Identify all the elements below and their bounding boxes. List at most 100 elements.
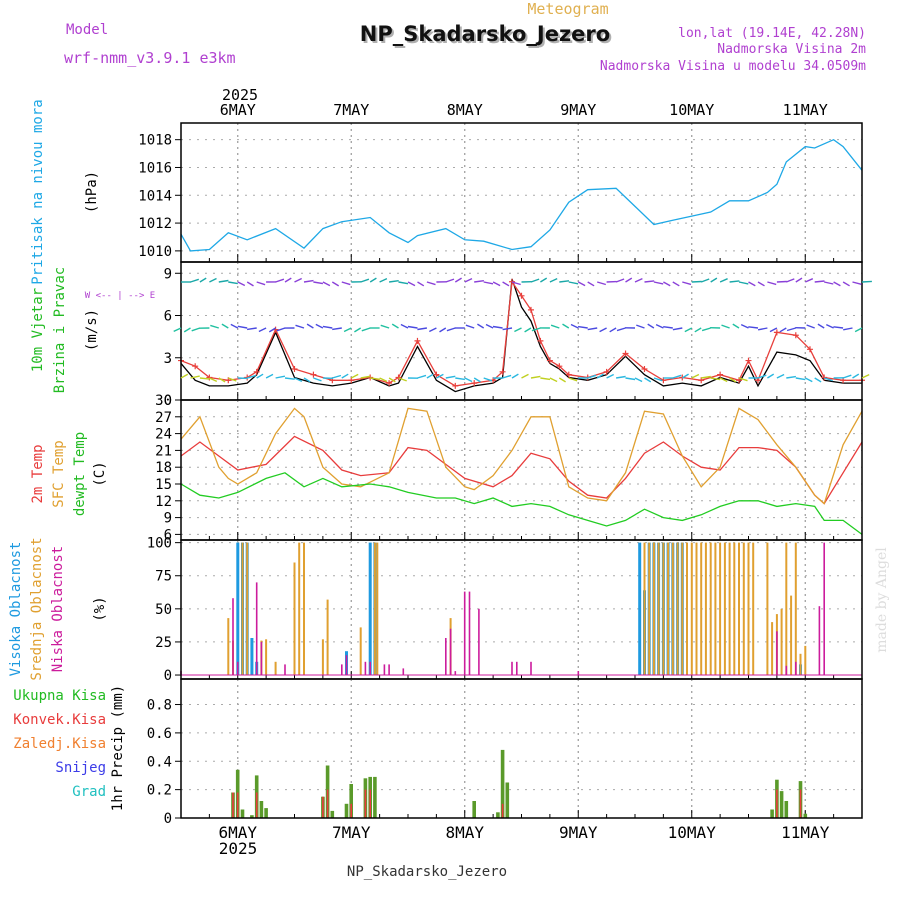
y-tick-label: 1010 <box>138 244 172 260</box>
bar-srednja-oblacnost <box>709 542 712 675</box>
wind-arrow <box>842 374 852 379</box>
wind-arrow <box>379 277 388 283</box>
bar-srednja-oblacnost <box>742 542 745 675</box>
wind-arrow <box>492 325 503 329</box>
wind-marker <box>821 374 828 381</box>
bar-srednja-oblacnost <box>671 542 674 675</box>
wind-arrow <box>445 375 456 379</box>
y-tick-label: 18 <box>155 460 172 476</box>
wind-marker <box>537 337 544 344</box>
y-tick-label: 27 <box>155 410 172 426</box>
precip-legend-hail: Grad <box>72 784 106 800</box>
bar-srednja-oblacnost <box>785 542 788 675</box>
bar-konvek-kisa <box>501 803 504 818</box>
wind-arrow <box>776 373 785 379</box>
wind-marker <box>698 377 705 384</box>
top-day-label: 8MAY <box>447 101 483 119</box>
bottom-day-label: 11MAY <box>781 823 830 842</box>
wind-arrow <box>814 377 822 383</box>
wind-arrow <box>306 323 314 329</box>
bar-srednja-oblacnost <box>359 627 362 676</box>
wind-arrow <box>606 373 615 379</box>
bar-ukupna-kisa <box>349 784 353 818</box>
top-day-label: 9MAY <box>560 101 596 119</box>
bar-srednja-oblacnost <box>246 542 249 675</box>
location-lonlat: lon,lat (19.14E, 42.28N) <box>678 26 866 41</box>
y-tick-label: 0.6 <box>147 726 172 742</box>
bar-srednja-oblacnost <box>700 542 703 675</box>
watermark: made by Angel <box>874 547 890 653</box>
wind-arrow <box>417 374 427 379</box>
wind-arrow <box>473 377 481 383</box>
bar-srednja-oblacnost <box>676 542 679 675</box>
wind-arrow <box>221 323 229 329</box>
bar-srednja-oblacnost <box>804 645 807 675</box>
y-tick-label: 0.8 <box>147 698 172 714</box>
bar-srednja-oblacnost <box>752 542 755 675</box>
wind-arrow <box>615 278 625 283</box>
wind-arrow <box>303 377 311 383</box>
wind-arrow <box>824 281 834 285</box>
wind-arrow <box>511 373 519 379</box>
y-tick-label: 50 <box>155 602 172 618</box>
wind-arrow <box>436 373 444 379</box>
wind-arrow <box>597 281 606 286</box>
bar-niska-oblacnost <box>468 591 471 675</box>
wind-arrow <box>817 323 825 329</box>
series-line-pritisak-na-nivou-mora <box>180 138 863 252</box>
wind-marker <box>603 368 610 375</box>
bar-srednja-oblacnost <box>265 639 268 675</box>
y-tick-label: 0 <box>164 811 172 827</box>
bar-srednja-oblacnost <box>686 542 688 675</box>
y-tick-label: 0.4 <box>147 754 172 770</box>
wind-arrow <box>757 281 765 287</box>
wind-arrow <box>465 324 475 329</box>
wind-arrow <box>615 375 626 379</box>
footer-station: NP_Skadarsko_Jezero <box>347 864 507 880</box>
station-elevation: Nadmorska Visina 2m <box>717 42 866 57</box>
wind-arrow <box>521 373 529 379</box>
wind-arrow <box>354 327 362 333</box>
bar-ukupna-kisa <box>505 782 510 818</box>
bar-ukupna-kisa <box>330 810 335 818</box>
bar-srednja-oblacnost <box>227 618 230 675</box>
bar-ukupna-kisa <box>264 808 268 818</box>
wind-arrow <box>636 324 645 329</box>
y-tick-label: 6 <box>164 527 172 543</box>
wind-arrow <box>779 327 787 333</box>
wind-arrow <box>361 327 371 332</box>
wind-marker <box>395 374 402 381</box>
wind-arrow <box>719 278 728 283</box>
y-tick-label: 1016 <box>138 160 172 176</box>
bar-konvek-kisa <box>364 789 367 818</box>
wind-arrow <box>502 327 513 331</box>
wind-marker <box>806 346 813 353</box>
wind-arrow <box>842 281 850 287</box>
bottom-day-label: 9MAY <box>559 823 598 842</box>
bar-niska-oblacnost <box>454 671 457 676</box>
wind-arrow <box>596 373 604 379</box>
wind-arrow <box>540 277 548 283</box>
y-tick-label: 21 <box>155 443 172 459</box>
wind-arrow <box>653 281 664 285</box>
wind-arrow <box>804 377 813 383</box>
wind-arrow <box>341 373 349 379</box>
bar-ukupna-kisa <box>250 815 254 818</box>
model-elevation: Nadmorska Visina u modelu 34.0509m <box>600 59 866 74</box>
pressure-unit: (hPa) <box>84 171 100 213</box>
bar-ukupna-kisa <box>344 803 349 818</box>
bar-niska-oblacnost <box>236 661 239 675</box>
wind-arrow <box>400 323 409 329</box>
wind-arrow <box>322 325 333 329</box>
wind-arrow <box>237 325 248 329</box>
bar-ukupna-kisa <box>779 791 784 818</box>
wind-unit: (m/s) <box>84 309 100 351</box>
bar-niska-oblacnost <box>776 631 778 675</box>
wind-arrow <box>474 280 484 283</box>
wind-arrow <box>852 373 860 379</box>
wind-arrow <box>587 374 597 379</box>
wind-arrow <box>721 324 730 329</box>
wind-marker <box>556 363 563 370</box>
temp-title-3: dewpt Temp <box>72 432 88 516</box>
